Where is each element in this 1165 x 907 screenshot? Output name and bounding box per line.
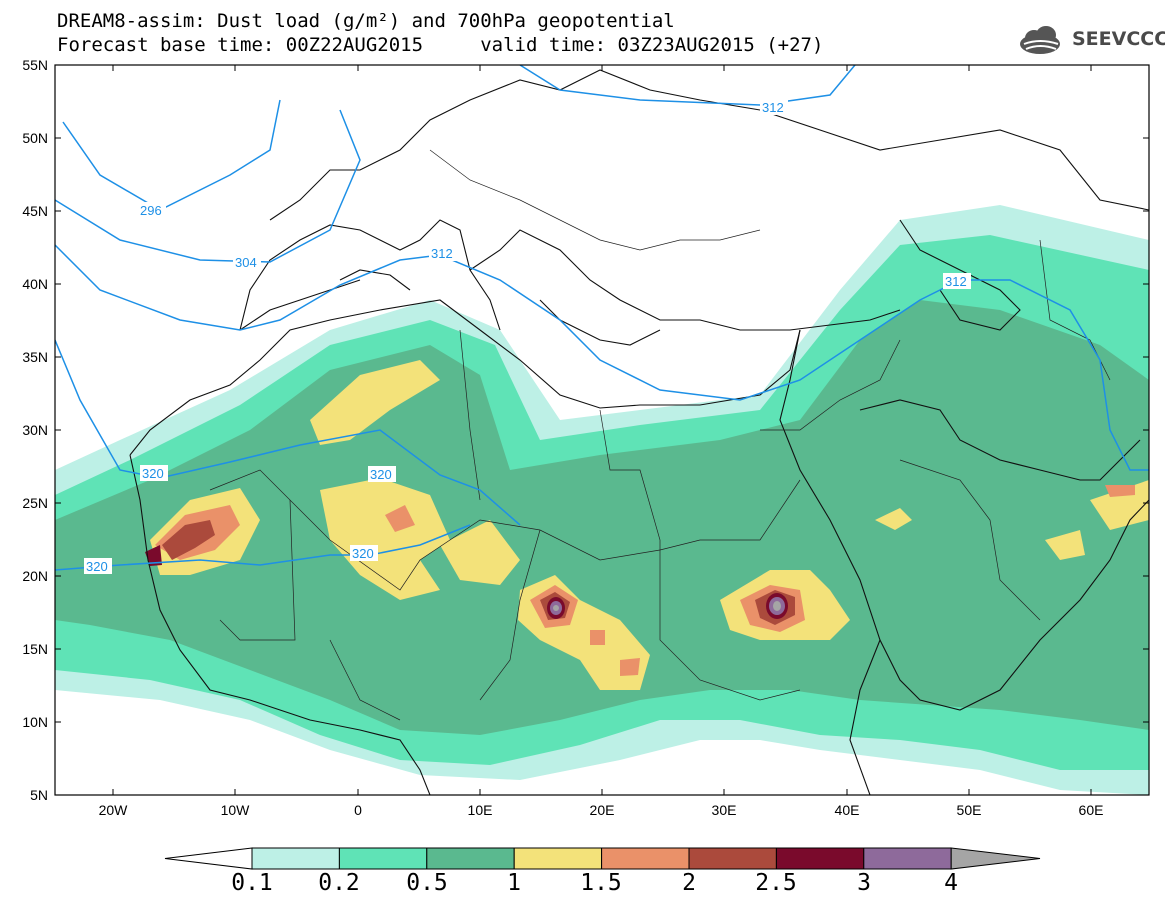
colorbar-label-2: 2 xyxy=(682,870,696,896)
axis-ticks xyxy=(55,64,1149,796)
contour-label-320d: 320 xyxy=(86,559,108,574)
colorbar-swatch-7 xyxy=(775,847,865,870)
dust-field: 296 304 312 312 312 320 320 320 320 xyxy=(55,65,1149,795)
contour-label-320c: 320 xyxy=(352,546,374,561)
coastlines xyxy=(129,69,1149,795)
colorbar-label-0.2: 0.2 xyxy=(318,870,360,896)
dust-band-max xyxy=(553,601,781,611)
lat-label-25n: 25N xyxy=(22,495,48,511)
map-title: DREAM8-assim: Dust load (g/m²) and 700hP… xyxy=(57,10,675,32)
lat-labels: 55N 50N 45N 40N 35N 30N 25N 20N 15N 10N … xyxy=(22,57,48,803)
lon-label-50e: 50E xyxy=(957,802,982,818)
lon-label-10e: 10E xyxy=(468,802,493,818)
colorbar-swatch-6 xyxy=(688,847,777,870)
colorbar-label-2.5: 2.5 xyxy=(755,870,797,896)
colorbar-label-1: 1 xyxy=(507,870,521,896)
lat-label-30n: 30N xyxy=(22,422,48,438)
contour-label-304: 304 xyxy=(235,255,257,270)
colorbar-arrow-low xyxy=(164,847,253,870)
lon-label-30e: 30E xyxy=(712,802,737,818)
contour-label-320a: 320 xyxy=(142,466,164,481)
lat-label-5n: 5N xyxy=(30,787,48,803)
colorbar-swatch-3 xyxy=(426,847,515,870)
lon-label-60e: 60E xyxy=(1079,802,1104,818)
colorbar-label-0.1: 0.1 xyxy=(231,870,273,896)
contour-label-296: 296 xyxy=(140,203,162,218)
colorbar-swatch-4 xyxy=(513,847,603,870)
logo xyxy=(1020,26,1060,54)
lat-label-15n: 15N xyxy=(22,641,48,657)
colorbar-label-0.5: 0.5 xyxy=(406,870,448,896)
contour-labels: 296 304 312 312 312 320 320 320 320 xyxy=(84,99,971,574)
logo-text: SEEVCCC xyxy=(1072,28,1165,50)
lon-label-40e: 40E xyxy=(835,802,860,818)
colorbar-swatch-8 xyxy=(863,847,952,870)
lon-label-20e: 20E xyxy=(590,802,615,818)
colorbar-swatch-2 xyxy=(338,847,428,870)
colorbar-label-3: 3 xyxy=(857,870,871,896)
lat-label-20n: 20N xyxy=(22,568,48,584)
lat-label-45n: 45N xyxy=(22,203,48,219)
contour-label-312b: 312 xyxy=(762,100,784,115)
lon-label-0: 0 xyxy=(354,802,362,818)
lon-label-10w: 10W xyxy=(221,802,251,818)
lat-label-55n: 55N xyxy=(22,57,48,73)
contour-label-320b: 320 xyxy=(370,467,392,482)
lon-labels: 20W 10W 0 10E 20E 30E 40E 50E 60E xyxy=(99,802,1104,818)
colorbar-swatch-5 xyxy=(601,847,690,870)
colorbar xyxy=(164,847,1041,870)
lon-label-20w: 20W xyxy=(99,802,129,818)
lat-label-40n: 40N xyxy=(22,276,48,292)
lat-label-10n: 10N xyxy=(22,714,48,730)
colorbar-arrow-high xyxy=(950,847,1041,870)
contour-label-312a: 312 xyxy=(431,246,453,261)
colorbar-swatch-1 xyxy=(251,847,340,870)
contour-label-312c: 312 xyxy=(945,274,967,289)
colorbar-label-1.5: 1.5 xyxy=(580,870,622,896)
lat-label-50n: 50N xyxy=(22,130,48,146)
cloud-icon xyxy=(1020,26,1060,54)
map-subtitle: Forecast base time: 00Z22AUG2015 valid t… xyxy=(57,34,824,56)
colorbar-label-4: 4 xyxy=(944,870,958,896)
geopotential-contours xyxy=(55,65,1149,571)
lat-label-35n: 35N xyxy=(22,349,48,365)
